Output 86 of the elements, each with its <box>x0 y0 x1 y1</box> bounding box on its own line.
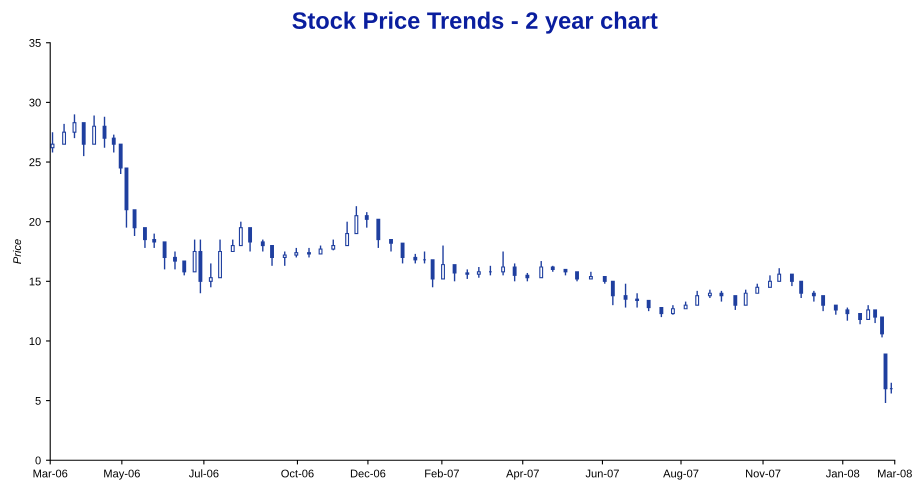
y-tick-label: 30 <box>29 98 41 107</box>
candlestick <box>208 262 213 288</box>
candlestick <box>118 143 123 175</box>
candlestick <box>799 280 804 299</box>
candlestick <box>182 260 186 276</box>
candlestick <box>331 238 336 251</box>
candlestick <box>880 316 884 338</box>
candlestick <box>143 226 147 249</box>
x-tick-label: Dec-06 <box>350 470 386 478</box>
candlestick <box>777 268 782 282</box>
x-tick-label: Apr-07 <box>506 470 539 480</box>
x-tick-label: Jan-08 <box>826 470 860 478</box>
x-tick-label: Aug-07 <box>663 470 698 480</box>
candlestick <box>635 292 640 308</box>
y-tick-label: 35 <box>29 39 41 47</box>
candlestick <box>790 273 794 287</box>
candlestick <box>659 306 664 318</box>
candlestick <box>845 306 850 322</box>
candlestick <box>465 268 470 280</box>
candlestick <box>307 247 311 258</box>
candlestick <box>173 250 177 270</box>
candlestick <box>72 114 76 139</box>
y-axis-title: Price <box>12 239 22 264</box>
x-tick-label: Mar-08 <box>878 470 912 478</box>
candlestick <box>501 250 506 276</box>
candlestick <box>695 290 700 306</box>
candlestick <box>376 218 380 249</box>
candlestick <box>575 271 579 282</box>
candlestick <box>744 288 748 306</box>
candlestick <box>400 242 405 264</box>
y-tick-label: 5 <box>35 396 41 405</box>
candlestick <box>270 244 274 267</box>
y-tick-label: 15 <box>30 278 41 286</box>
candlestick <box>755 283 760 294</box>
chart-title: Stock Price Trends - 2 year chart <box>292 12 658 34</box>
candlestick <box>624 283 628 308</box>
x-tick-label: Jul-06 <box>188 469 219 478</box>
candlestick <box>102 116 106 148</box>
candlestick <box>50 132 54 154</box>
x-tick-label: Feb-07 <box>425 469 459 478</box>
candlestick <box>260 238 265 252</box>
candlestick <box>539 260 544 278</box>
candlestick <box>768 274 772 288</box>
candlestick <box>152 232 156 249</box>
candlestick <box>512 262 517 282</box>
candlestick <box>834 304 838 316</box>
candlestick <box>92 114 96 145</box>
candlestick <box>476 266 481 278</box>
candlestick <box>720 290 724 302</box>
candlestick <box>866 304 870 320</box>
candlestick <box>82 122 86 157</box>
candlestick <box>413 253 418 264</box>
candlestick <box>389 238 393 252</box>
candlestick <box>873 309 878 324</box>
candlestick <box>441 244 445 280</box>
candlestick <box>821 294 826 312</box>
candlestick <box>238 220 243 246</box>
candlestick <box>294 247 298 258</box>
y-tick-label: 25 <box>29 158 41 166</box>
y-tick-label: 10 <box>30 337 41 346</box>
candlestick <box>670 304 675 316</box>
candlestick <box>354 205 358 234</box>
candlestick <box>248 226 252 252</box>
candlestick <box>858 312 862 325</box>
x-tick-label: Oct-06 <box>281 470 314 478</box>
candlestick <box>646 300 651 312</box>
x-tick-label: May-06 <box>104 470 140 480</box>
x-tick-label: Nov-07 <box>746 470 780 478</box>
candlestick <box>610 280 615 306</box>
candlestick <box>345 220 350 246</box>
candlestick <box>112 134 116 154</box>
candlestick <box>162 241 167 270</box>
x-tick-label: Mar-06 <box>34 470 68 478</box>
candlestick <box>192 238 197 272</box>
candlestick <box>62 123 66 145</box>
candlestick <box>132 209 136 237</box>
y-tick-label: 20 <box>29 218 41 226</box>
candlestick <box>430 259 435 288</box>
candlestick <box>282 250 287 267</box>
candlestick <box>364 211 369 228</box>
candlestick <box>812 290 816 302</box>
candlestick <box>452 264 457 282</box>
y-tick-label: 0 <box>35 456 41 464</box>
candlestick <box>230 238 235 252</box>
x-tick-label: Jun-07 <box>586 470 619 478</box>
candlestick <box>733 294 738 311</box>
